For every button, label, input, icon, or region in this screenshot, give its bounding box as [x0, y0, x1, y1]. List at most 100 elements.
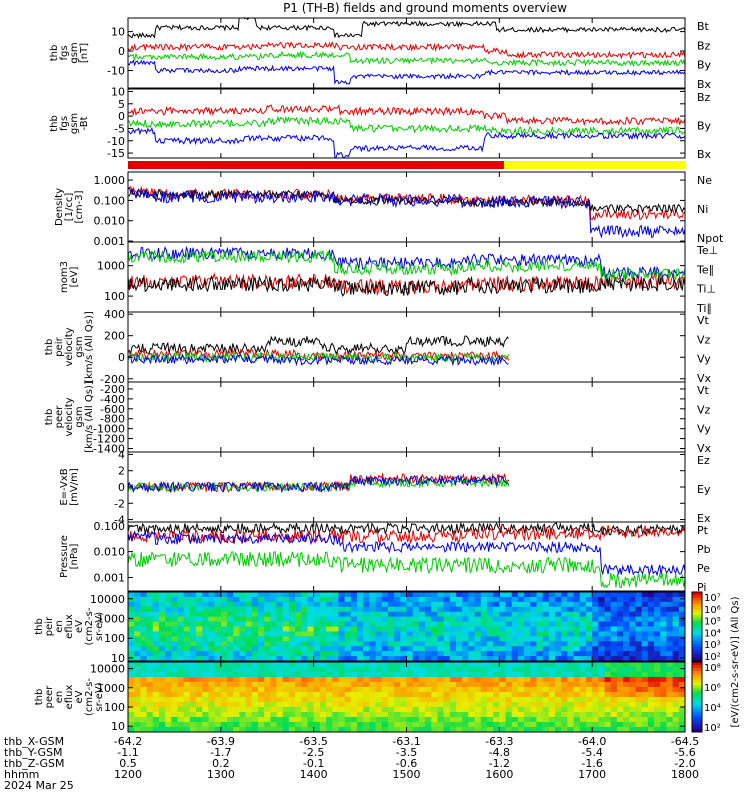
spectrogram-cell [363, 636, 370, 642]
spectrogram-cell [183, 646, 191, 652]
spectrogram-cell [276, 692, 284, 698]
spectrogram-cell [629, 621, 637, 628]
spectrogram-cell [251, 636, 259, 642]
spectrogram-cell [387, 707, 395, 713]
colorbar-cell [692, 658, 702, 662]
y-tick-label: -1000 [93, 423, 125, 436]
spectrogram-cell [140, 727, 148, 732]
spectrogram-cell [579, 722, 587, 728]
spectrogram-cell [524, 631, 531, 637]
spectrogram-cell [468, 682, 476, 688]
spectrogram-cell [678, 656, 685, 661]
spectrogram-cell [654, 727, 661, 732]
spectrogram-cell [474, 662, 482, 668]
spectrogram-cell [307, 596, 315, 603]
x-axis-value: -2.0 [674, 757, 695, 770]
spectrogram-cell [585, 692, 593, 698]
spectrogram-cell [288, 687, 296, 693]
spectrogram-cell [220, 636, 228, 642]
spectrogram-cell [257, 692, 265, 698]
spectrogram-cell [530, 636, 538, 642]
spectrogram-cell [146, 667, 154, 673]
spectrogram-cell [146, 651, 154, 657]
spectrogram-cell [140, 672, 148, 678]
spectrogram-cell [616, 667, 624, 673]
spectrogram-cell [177, 697, 185, 703]
spectrogram-cell [313, 631, 321, 637]
spectrogram-cell [598, 631, 606, 637]
spectrogram-cell [319, 596, 327, 603]
spectrogram-cell [579, 626, 587, 633]
spectrogram-cell [530, 712, 538, 718]
spectrogram-cell [146, 717, 154, 723]
colorbar-tick-label: 10⁶ [704, 683, 721, 694]
spectrogram-cell [394, 631, 401, 637]
spectrogram-cell [567, 677, 575, 683]
spectrogram-cell [474, 646, 482, 652]
legend-Vy: Vy [697, 423, 711, 436]
spectrogram-cell [462, 621, 469, 628]
spectrogram-cell [623, 677, 630, 683]
spectrogram-cell [592, 712, 599, 718]
spectrogram-cell [505, 592, 513, 598]
spectrogram-cell [530, 626, 538, 633]
spectrogram-cell [140, 697, 148, 703]
spectrogram-cell [369, 592, 377, 598]
spectrogram-cell [338, 667, 346, 673]
spectrogram-cell [208, 636, 216, 642]
spectrogram-cell [276, 606, 284, 613]
spectrogram-cell [233, 672, 240, 678]
spectrogram-cell [610, 712, 618, 718]
spectrogram-cell [301, 592, 309, 598]
y-tick-label: 10000 [90, 663, 125, 676]
spectrogram-cell [282, 606, 290, 613]
series-group [128, 335, 510, 367]
spectrogram-cell [239, 626, 247, 633]
spectrogram-cell [177, 707, 185, 713]
spectrogram-cell [604, 611, 612, 618]
spectrogram-cell [505, 651, 513, 657]
spectrogram-cell [647, 697, 655, 703]
spectrogram-cell [319, 636, 327, 642]
spectrogram-cell [239, 682, 247, 688]
spectrogram-cell [375, 631, 383, 637]
spectrogram-cell [579, 616, 587, 623]
spectrogram-cell [400, 651, 408, 657]
spectrogram-cell [443, 641, 451, 647]
spectrogram-cell [257, 667, 265, 673]
spectrogram-cell [350, 601, 358, 608]
spectrogram-cell [214, 702, 222, 708]
spectrogram-cell [579, 717, 587, 723]
spectrogram-cell [227, 717, 234, 723]
spectrogram-cell [233, 677, 240, 683]
y-tick-label: 0 [118, 351, 125, 364]
spectrogram-cell [623, 717, 630, 723]
spectrogram-cell [326, 651, 333, 657]
spectrogram-cell [332, 611, 340, 618]
spectrogram-cell [152, 606, 160, 613]
spectrogram-cell [295, 727, 302, 732]
y-axis-label-line: [cm-3] [74, 190, 85, 223]
spectrogram-cell [431, 712, 439, 718]
spectrogram-cell [214, 631, 222, 637]
spectrogram-cell [140, 631, 148, 637]
spectrogram-cell [610, 687, 618, 693]
spectrogram-cell [356, 697, 364, 703]
y-axis-label-line: eV [74, 620, 85, 633]
spectrogram-cell [356, 621, 364, 628]
spectrogram-cell [499, 712, 507, 718]
spectrogram-cell [276, 592, 284, 598]
y-tick-label: 10 [111, 652, 125, 665]
spectrogram-cell [307, 667, 315, 673]
spectrogram-cell [208, 667, 216, 673]
spectrogram-cell [245, 621, 253, 628]
spectrogram-cell [585, 717, 593, 723]
spectrogram-cell [406, 687, 414, 693]
spectrogram-cell [555, 641, 562, 647]
spectrogram-cell [202, 611, 210, 618]
spectrogram-cell [165, 682, 172, 688]
spectrogram-cell [282, 631, 290, 637]
spectrogram-cell [257, 651, 265, 657]
spectrogram-cell [462, 626, 469, 633]
spectrogram-cell [604, 697, 612, 703]
